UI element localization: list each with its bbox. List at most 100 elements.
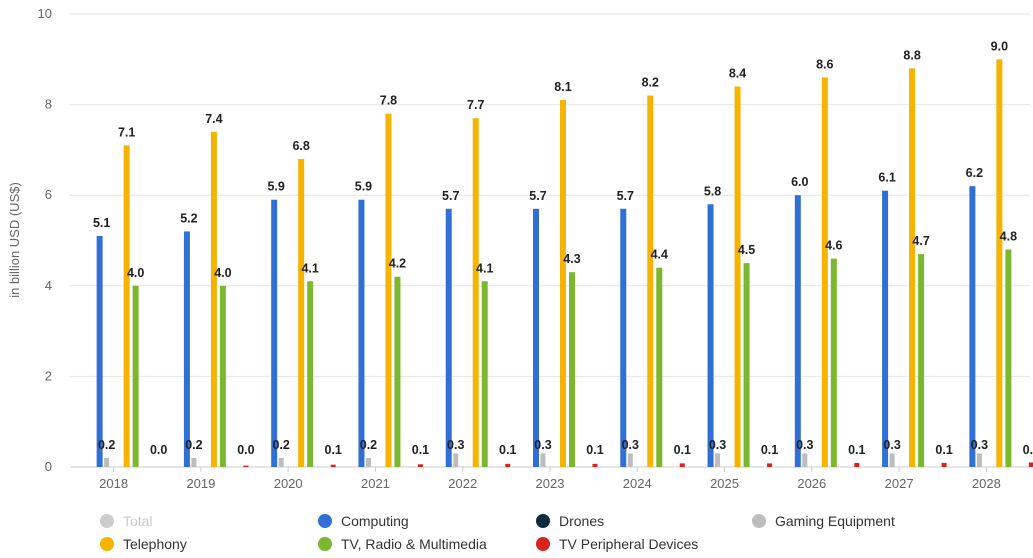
y-tick-label: 8 — [45, 97, 52, 112]
legend-dot-icon — [318, 537, 332, 551]
legend-item-total[interactable]: Total — [100, 513, 153, 529]
bar-telephony[interactable] — [909, 68, 916, 468]
bar-tv-peripheral-devices[interactable] — [1028, 462, 1033, 467]
bar-gaming-equipment[interactable] — [191, 457, 197, 467]
x-tick-label: 2025 — [710, 476, 739, 491]
bar-tv-peripheral-devices[interactable] — [679, 463, 685, 467]
data-label: 6.8 — [292, 139, 309, 153]
x-tick-label: 2019 — [186, 476, 215, 491]
data-label: 7.4 — [205, 112, 222, 126]
bar-gaming-equipment[interactable] — [278, 457, 284, 467]
bar-computing[interactable] — [271, 199, 278, 468]
bar-gaming-equipment[interactable] — [976, 453, 982, 467]
bar-gaming-equipment[interactable] — [540, 453, 546, 467]
bar-telephony[interactable] — [996, 59, 1003, 468]
bar-tv-peripheral-devices[interactable] — [330, 464, 336, 467]
bar-tv-peripheral-devices[interactable] — [243, 465, 249, 467]
bar-tv-peripheral-devices[interactable] — [592, 463, 598, 467]
y-tick-label: 6 — [45, 187, 52, 202]
bar-tv-radio-multimedia[interactable] — [830, 258, 837, 467]
data-label: 6.1 — [878, 171, 895, 185]
data-label: 7.7 — [467, 98, 484, 112]
legend-item-tv-peripheral-devices[interactable]: TV Peripheral Devices — [536, 536, 698, 552]
gridlines — [70, 13, 1030, 468]
bar-gaming-equipment[interactable] — [802, 453, 808, 467]
data-label: 5.1 — [93, 216, 110, 230]
x-tick-label: 2018 — [99, 476, 128, 491]
legend-item-gaming-equipment[interactable]: Gaming Equipment — [752, 513, 895, 529]
bar-tv-radio-multimedia[interactable] — [743, 263, 750, 467]
bar-gaming-equipment[interactable] — [453, 453, 459, 467]
bar-tv-radio-multimedia[interactable] — [132, 285, 139, 467]
bar-computing[interactable] — [707, 204, 714, 467]
bar-tv-peripheral-devices[interactable] — [767, 463, 773, 467]
bar-tv-radio-multimedia[interactable] — [918, 254, 925, 467]
data-label: 4.1 — [301, 261, 318, 275]
bar-tv-radio-multimedia[interactable] — [569, 272, 575, 467]
x-tick-label: 2024 — [623, 476, 652, 491]
data-label: 0.2 — [360, 438, 377, 452]
data-label: 0.1 — [324, 443, 341, 457]
bar-computing[interactable] — [969, 186, 976, 467]
legend-dot-icon — [100, 537, 114, 551]
data-label: 0.2 — [185, 438, 202, 452]
bar-telephony[interactable] — [647, 95, 654, 467]
bar-computing[interactable] — [96, 235, 103, 467]
data-label: 0.2 — [272, 438, 289, 452]
data-label: 0.0 — [237, 443, 254, 457]
bar-tv-radio-multimedia[interactable] — [219, 285, 226, 467]
legend-item-drones[interactable]: Drones — [536, 513, 604, 529]
bar-telephony[interactable] — [821, 77, 828, 468]
bar-gaming-equipment[interactable] — [715, 453, 721, 467]
x-axis-ticks: 2018 2019 2020 2021 2022 2023 2024 2025 2026 2027… — [99, 467, 1001, 491]
bar-computing[interactable] — [183, 231, 190, 467]
bar-tv-peripheral-devices[interactable] — [505, 463, 511, 467]
bar-gaming-equipment[interactable] — [889, 453, 895, 467]
bar-computing[interactable] — [358, 199, 365, 468]
y-tick-label: 0 — [45, 459, 52, 474]
y-tick-label: 2 — [45, 368, 52, 383]
bar-tv-peripheral-devices[interactable] — [854, 462, 860, 467]
x-tick-label: 2021 — [361, 476, 390, 491]
data-label: 7.1 — [118, 125, 135, 139]
bar-tv-radio-multimedia[interactable] — [1005, 249, 1012, 467]
bar-computing[interactable] — [794, 195, 801, 467]
bar-computing[interactable] — [882, 190, 889, 468]
data-label: 0.2 — [98, 438, 115, 452]
x-tick-label: 2023 — [536, 476, 565, 491]
bar-telephony[interactable] — [210, 131, 217, 467]
data-label: 7.8 — [380, 94, 397, 108]
data-label: 0.3 — [622, 438, 639, 452]
legend-label: Computing — [341, 513, 409, 529]
data-label: 8.2 — [642, 76, 659, 90]
bar-telephony[interactable] — [472, 118, 479, 467]
bar-tv-peripheral-devices[interactable] — [417, 464, 423, 467]
data-label: 0.1 — [761, 443, 778, 457]
bar-tv-radio-multimedia[interactable] — [481, 281, 488, 467]
bar-computing[interactable] — [620, 208, 627, 468]
bar-gaming-equipment[interactable] — [365, 457, 371, 467]
bar-tv-radio-multimedia[interactable] — [394, 276, 401, 467]
bar-gaming-equipment[interactable] — [104, 457, 110, 467]
bar-computing[interactable] — [445, 208, 452, 468]
bar-telephony[interactable] — [298, 158, 305, 467]
bar-telephony[interactable] — [734, 86, 741, 467]
x-tick-label: 2022 — [448, 476, 477, 491]
bar-tv-peripheral-devices[interactable] — [941, 462, 947, 467]
legend-item-computing[interactable]: Computing — [318, 513, 409, 529]
bar-telephony[interactable] — [123, 145, 130, 467]
legend-item-tv-radio-multimedia[interactable]: TV, Radio & Multimedia — [318, 536, 487, 552]
bar-telephony[interactable] — [560, 100, 566, 467]
data-label: 8.8 — [903, 48, 920, 62]
legend-label: Total — [123, 513, 153, 529]
data-label: 6.2 — [966, 166, 983, 180]
x-tick-label: 2026 — [797, 476, 826, 491]
data-label: 4.3 — [563, 252, 580, 266]
data-label: 5.7 — [617, 189, 634, 203]
bar-telephony[interactable] — [385, 113, 392, 467]
bar-gaming-equipment[interactable] — [627, 453, 633, 467]
bar-computing[interactable] — [533, 208, 539, 468]
bar-tv-radio-multimedia[interactable] — [307, 281, 314, 467]
bar-tv-radio-multimedia[interactable] — [656, 267, 663, 467]
legend-item-telephony[interactable]: Telephony — [100, 536, 187, 552]
